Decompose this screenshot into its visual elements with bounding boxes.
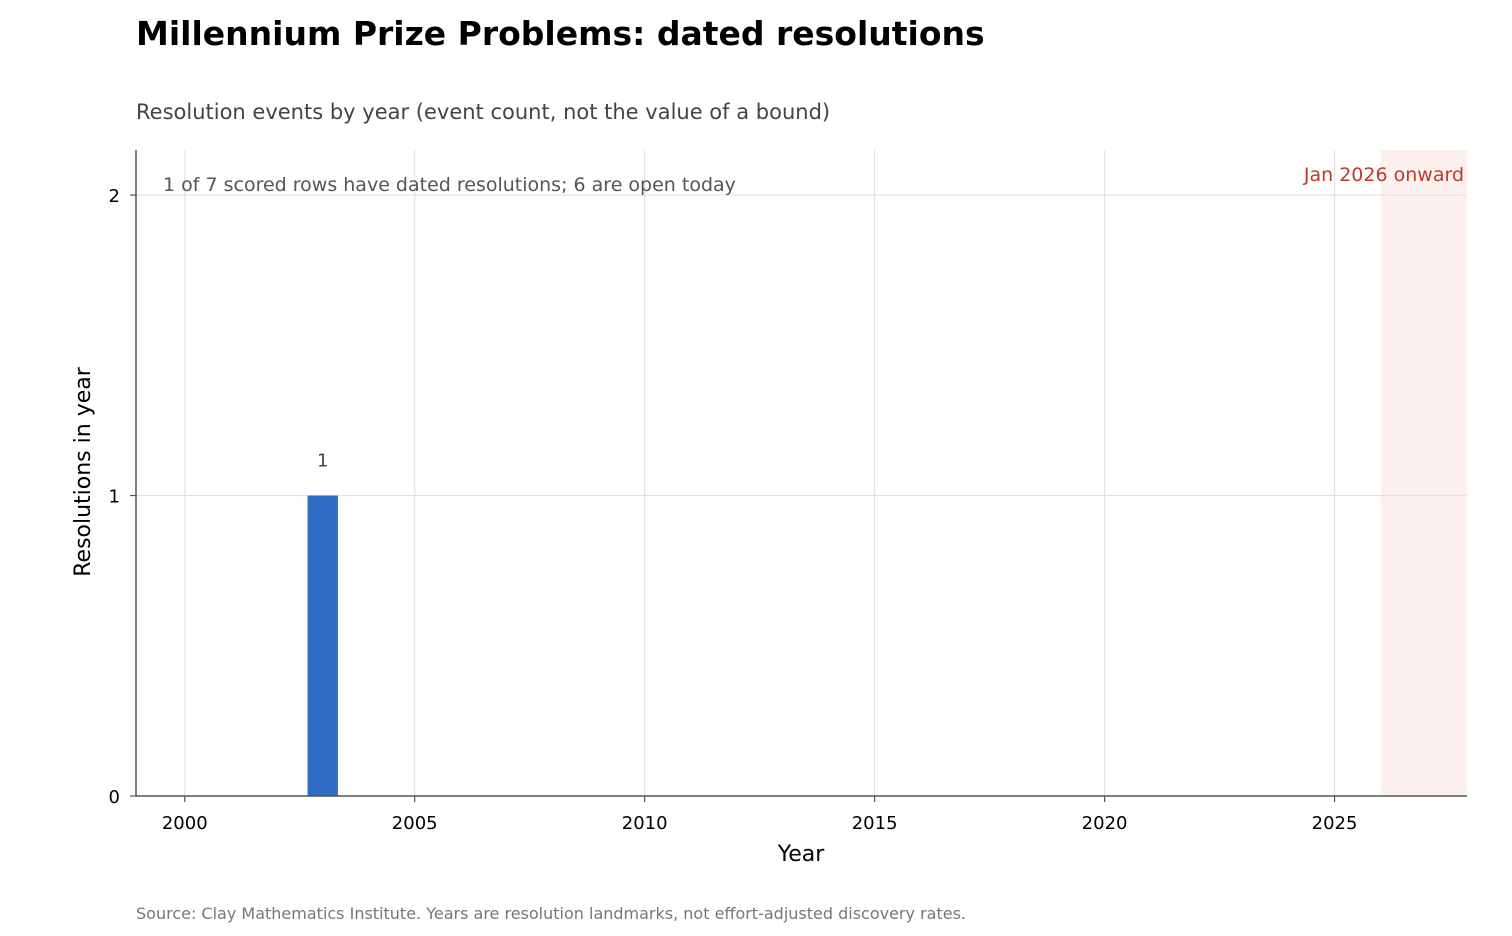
y-tick-label-2: 2 <box>109 186 120 207</box>
chart-note: 1 of 7 scored rows have dated resolution… <box>163 174 736 196</box>
x-tick-label-2015: 2015 <box>852 813 898 834</box>
shaded-region-label: Jan 2026 onward <box>1303 164 1464 186</box>
grid-layer <box>136 150 1467 796</box>
bar-2003 <box>307 495 338 796</box>
shaded-region-layer <box>1380 150 1467 796</box>
source-note: Source: Clay Mathematics Institute. Year… <box>136 904 966 923</box>
y-tick-label-0: 0 <box>109 787 120 808</box>
shaded-region <box>1380 150 1467 796</box>
y-axis-label: Resolutions in year <box>71 366 96 576</box>
x-axis-label: Year <box>777 842 826 867</box>
x-tick-label-2025: 2025 <box>1312 813 1358 834</box>
chart-title: Millennium Prize Problems: dated resolut… <box>136 14 985 53</box>
x-tick-label-2010: 2010 <box>622 813 668 834</box>
y-tick-label-1: 1 <box>109 487 120 508</box>
axis-layer: 2000 2005 2010 2015 2020 2025 0 1 2 <box>109 150 1467 834</box>
x-tick-label-2005: 2005 <box>392 813 438 834</box>
x-tick-label-2020: 2020 <box>1082 813 1128 834</box>
chart-subtitle: Resolution events by year (event count, … <box>136 100 830 124</box>
bar-label-2003: 1 <box>317 451 328 472</box>
bar-layer: 1 <box>307 451 338 796</box>
x-tick-label-2000: 2000 <box>162 813 208 834</box>
